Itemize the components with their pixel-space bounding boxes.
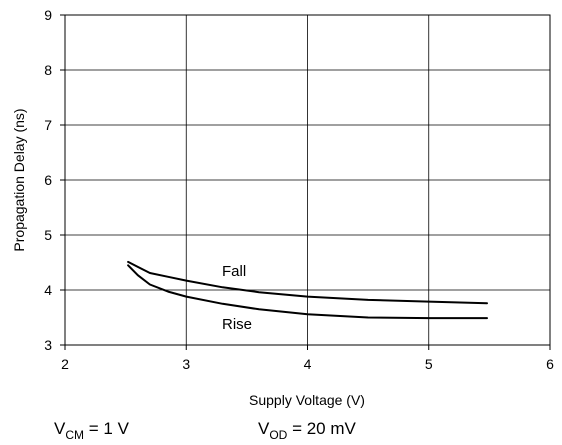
vod-condition: VOD = 20 mV — [258, 419, 357, 442]
vcm-value: = 1 V — [84, 419, 130, 438]
series-label-rise: Rise — [222, 316, 252, 333]
series-label-fall: Fall — [222, 263, 246, 280]
y-tick-label: 9 — [44, 7, 52, 23]
x-tick-label: 3 — [182, 356, 190, 372]
series-line-fall — [127, 260, 488, 305]
series-lines — [127, 260, 488, 320]
x-tick-label: 6 — [546, 356, 554, 372]
series-line-rise — [127, 264, 488, 320]
x-axis-title: Supply Voltage (V) — [249, 392, 365, 408]
vcm-condition: VCM = 1 V — [54, 419, 130, 442]
vcm-subscript: CM — [65, 428, 84, 442]
grid-lines — [65, 15, 550, 345]
y-tick-label: 6 — [44, 172, 52, 188]
y-tick-label: 5 — [44, 227, 52, 243]
vod-symbol: V — [258, 419, 270, 438]
vcm-symbol: V — [54, 419, 66, 438]
y-tick-label: 8 — [44, 62, 52, 78]
x-tick-label: 5 — [425, 356, 433, 372]
vod-subscript: OD — [269, 428, 287, 442]
y-tick-label: 3 — [44, 337, 52, 353]
y-axis-title: Propagation Delay (ns) — [11, 108, 27, 251]
y-tick-label: 7 — [44, 117, 52, 133]
x-tick-label: 4 — [304, 356, 312, 372]
y-tick-label: 4 — [44, 282, 52, 298]
vod-value: = 20 mV — [287, 419, 356, 438]
x-tick-label: 2 — [61, 356, 69, 372]
